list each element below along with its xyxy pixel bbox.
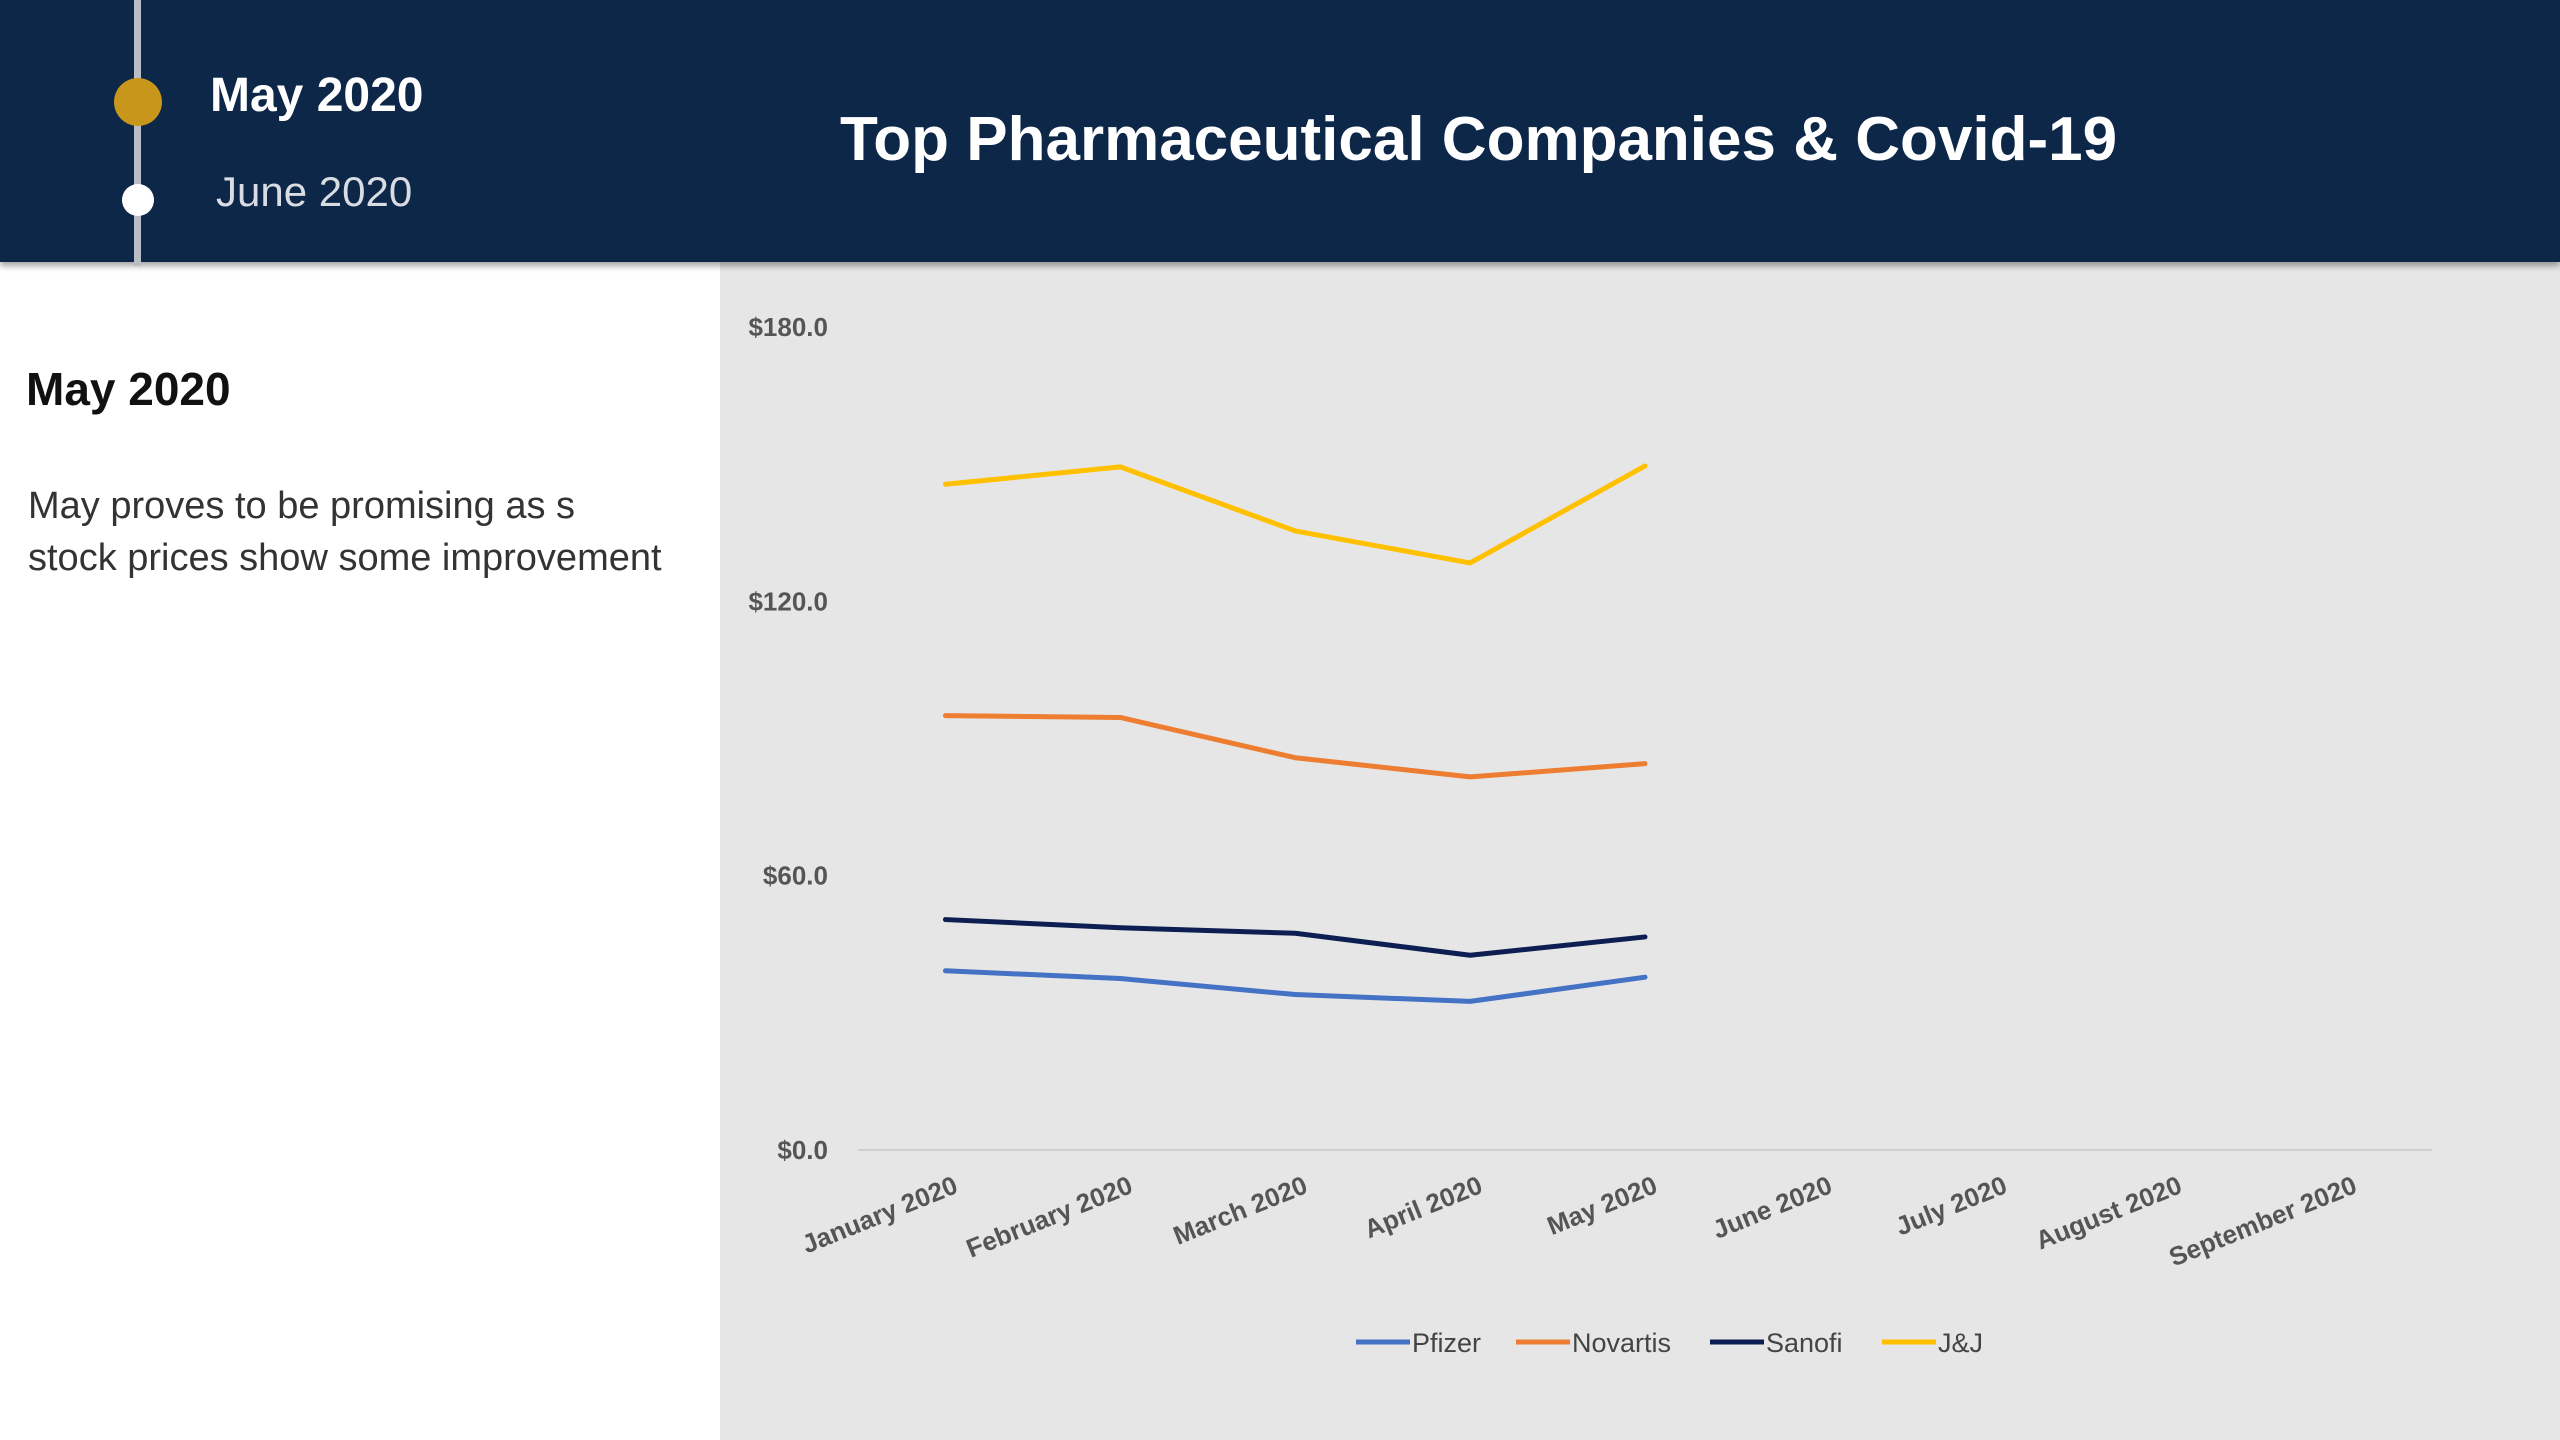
y-tick-label: $0.0 — [777, 1135, 828, 1165]
story-text: May proves to be promising as s stock pr… — [28, 485, 662, 579]
x-tick-label: January 2020 — [798, 1170, 962, 1260]
x-axis: January 2020 February 2020 March 2020 April… — [798, 1170, 2361, 1273]
chart-area: $0.0 $60.0 $120.0 $180.0 January 2020 Februa… — [720, 262, 2560, 1440]
x-tick-label: July 2020 — [1891, 1170, 2011, 1242]
series-lines — [942, 463, 1648, 1004]
series-line-j-j — [942, 463, 1648, 566]
header-bar: May 2020 June 2020 Top Pharmaceutical Co… — [0, 0, 2560, 266]
timeline-item-june-2020[interactable]: June 2020 — [216, 168, 413, 215]
line-chart: $0.0 $60.0 $120.0 $180.0 January 2020 Februa… — [748, 312, 2432, 1358]
timeline-line — [134, 0, 141, 266]
series-line-novartis — [942, 713, 1648, 780]
series-line-sanofi — [942, 917, 1648, 958]
y-tick-label: $180.0 — [748, 312, 828, 342]
y-tick-label: $60.0 — [763, 861, 828, 891]
x-tick-label: May 2020 — [1543, 1170, 1661, 1241]
legend-label-sanofi: Sanofi — [1766, 1328, 1843, 1358]
legend-label-novartis: Novartis — [1572, 1328, 1671, 1358]
timeline-dot-next[interactable] — [122, 184, 154, 216]
x-tick-label: March 2020 — [1169, 1170, 1312, 1251]
legend-label-j-j: J&J — [1938, 1328, 1983, 1358]
timeline-dot-active[interactable] — [114, 78, 162, 126]
page-title: Top Pharmaceutical Companies & Covid-19 — [840, 105, 2118, 174]
x-tick-label: February 2020 — [962, 1170, 1137, 1264]
series-line-pfizer — [942, 968, 1648, 1004]
timeline-item-may-2020[interactable]: May 2020 — [210, 69, 424, 122]
x-tick-label: August 2020 — [2031, 1170, 2186, 1256]
story-heading: May 2020 — [26, 363, 231, 415]
story-panel: May 2020 May proves to be promising as s… — [0, 262, 720, 1440]
y-tick-label: $120.0 — [748, 586, 828, 616]
x-tick-label: June 2020 — [1708, 1170, 1836, 1245]
legend-label-pfizer: Pfizer — [1412, 1328, 1481, 1358]
x-tick-label: September 2020 — [2165, 1170, 2361, 1273]
x-tick-label: April 2020 — [1360, 1170, 1486, 1244]
y-axis: $0.0 $60.0 $120.0 $180.0 — [748, 312, 828, 1165]
legend: Pfizer Novartis Sanofi J&J — [1356, 1328, 1983, 1358]
